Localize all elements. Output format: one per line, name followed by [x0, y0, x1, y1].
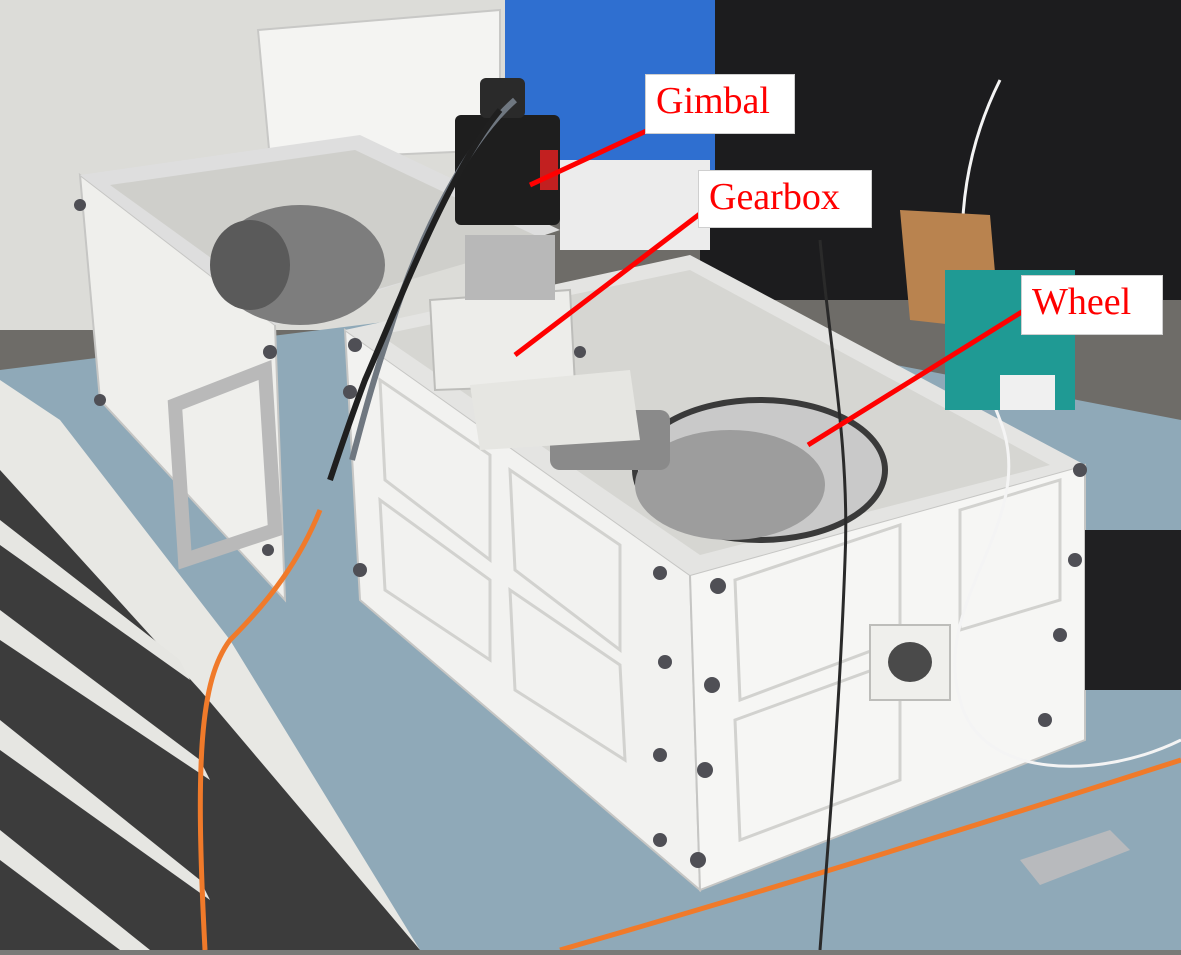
callout-gearbox: Gearbox — [698, 170, 872, 228]
gimbal-label-red — [540, 150, 558, 190]
drawer-handles — [0, 520, 210, 950]
wheel-face — [635, 430, 825, 540]
wrench — [1020, 830, 1130, 885]
dark-wire — [818, 239, 848, 951]
callout-gimbal: Gimbal — [645, 74, 795, 134]
gimbal-cap — [480, 78, 525, 118]
gearbox-body — [428, 288, 577, 392]
gearbox-base — [470, 370, 640, 450]
white-sticker — [1000, 375, 1055, 410]
drawer-cabinet — [0, 470, 420, 950]
black-cable — [327, 108, 503, 481]
pointer-line-gearbox — [513, 208, 707, 357]
enclosure-bolts — [74, 199, 1087, 868]
left-wheel-hub — [210, 220, 290, 310]
connector-port — [888, 642, 932, 682]
gearbox-flange — [465, 235, 555, 300]
paper-stack — [560, 160, 710, 250]
pointer-line-wheel — [806, 307, 1027, 448]
orange-cable — [197, 509, 323, 951]
orange-cable-bottom — [559, 757, 1181, 953]
black-device — [1085, 530, 1181, 690]
side-bracket — [167, 360, 283, 570]
callout-wheel: Wheel — [1021, 275, 1163, 335]
